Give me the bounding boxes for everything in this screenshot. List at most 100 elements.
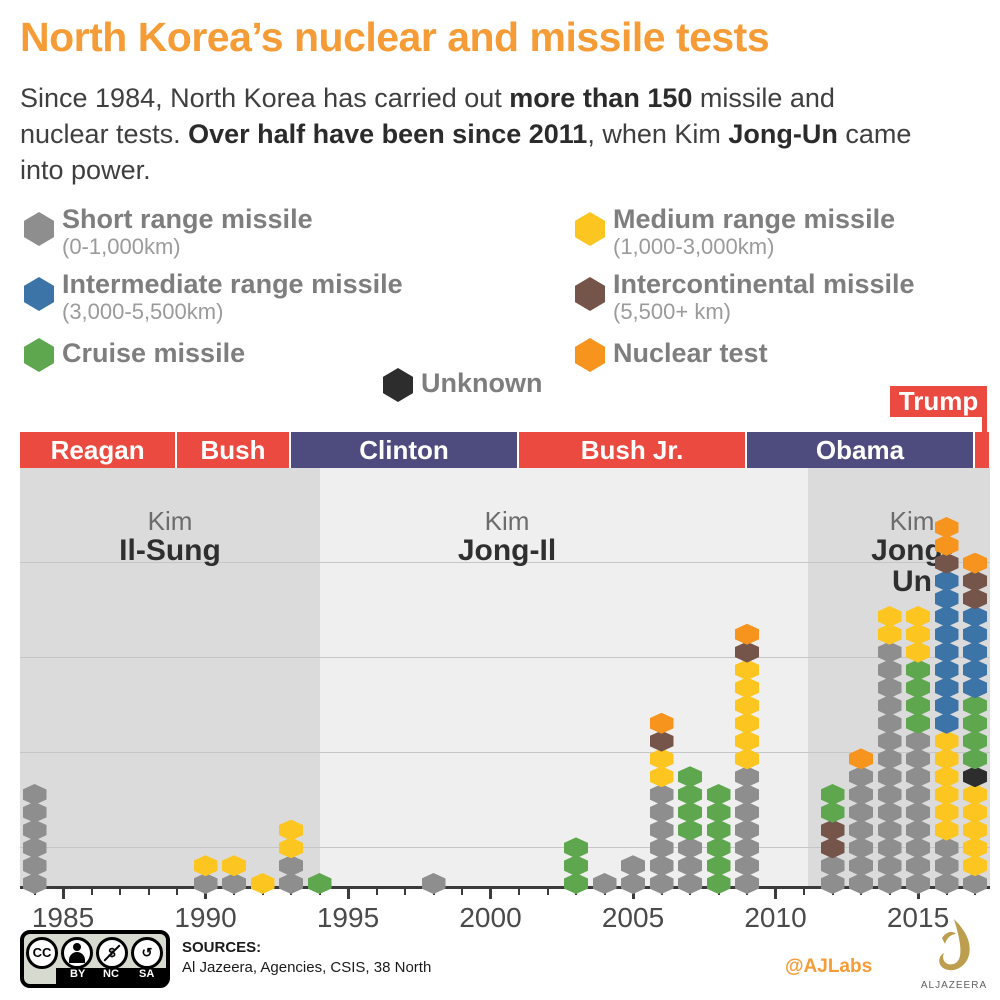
hex-short <box>279 855 303 877</box>
hex-medium <box>963 855 987 877</box>
hex-nuclear <box>649 712 674 734</box>
ajlabs-handle: @AJLabs <box>785 956 873 977</box>
test-column-2015 <box>906 606 930 894</box>
intro-bold-half: Over half have been since 2011 <box>188 119 588 149</box>
legend-item-intermediate: Intermediate range missile (3,000-5,500km… <box>62 269 403 325</box>
hex-short <box>193 872 218 894</box>
test-column-2009 <box>735 623 759 894</box>
hex-short <box>22 855 47 877</box>
hex-short <box>877 748 902 770</box>
intermediate-hexagon-icon <box>24 277 54 311</box>
legend-range: (1,000-3,000km) <box>613 234 775 259</box>
test-column-1991 <box>222 855 246 894</box>
axis-minor-tick <box>119 889 121 895</box>
hex-short <box>678 855 702 877</box>
hex-cruise <box>564 837 588 859</box>
test-column-1994 <box>307 873 332 894</box>
hex-cruise <box>820 801 845 823</box>
cc-by-icon <box>61 937 93 969</box>
test-column-2012 <box>820 784 845 894</box>
hex-medium <box>735 694 759 716</box>
hex-cruise <box>564 872 588 894</box>
unknown-hexagon-icon <box>383 368 413 402</box>
test-column-2008 <box>706 784 731 894</box>
hex-short <box>906 855 930 877</box>
hex-intermediate <box>934 570 959 592</box>
hex-intermediate <box>934 677 959 699</box>
hex-intermediate <box>963 677 987 699</box>
hex-medium <box>877 623 902 645</box>
hex-medium <box>649 766 674 788</box>
hex-medium <box>963 837 987 859</box>
cc-glyph: CC <box>32 945 52 960</box>
hex-short <box>735 819 759 841</box>
person-icon <box>73 943 81 951</box>
axis-year-label: 2000 <box>459 902 522 933</box>
hex-cruise <box>678 783 702 805</box>
short-hexagon-icon <box>24 212 54 246</box>
test-column-1984 <box>22 784 47 894</box>
hex-cruise <box>963 694 987 716</box>
cc-by-label: BY <box>70 968 86 980</box>
hex-short <box>877 677 902 699</box>
president-segment-bush-jr-: Bush Jr. <box>519 432 747 468</box>
era-label-il-sung: Kim Il-Sung <box>119 508 221 567</box>
hex-short <box>735 837 759 859</box>
hex-short <box>934 837 959 859</box>
test-column-2007 <box>678 766 702 894</box>
timeline-chart: Kim Il-Sung Kim Jong-Il Kim Jong-Un Reagan Bush… <box>20 432 991 933</box>
nuclear-hexagon-icon <box>575 338 605 372</box>
hex-short <box>820 873 845 894</box>
hex-cruise <box>906 695 930 716</box>
hex-cruise <box>906 677 930 699</box>
medium-hexagon-icon <box>575 212 605 246</box>
hex-short <box>849 766 873 788</box>
hex-short <box>735 872 759 894</box>
hex-intercontinental <box>735 641 759 663</box>
legend-range: (3,000-5,500km) <box>62 299 224 324</box>
sources-label: SOURCES: <box>182 939 262 956</box>
cruise-hexagon-icon <box>24 338 54 372</box>
legend-label: Short range missile <box>62 204 313 234</box>
legend-item-cruise: Cruise missile <box>62 338 245 368</box>
axis-minor-tick <box>518 889 520 895</box>
hex-short <box>906 801 930 823</box>
hex-short <box>421 873 446 894</box>
hex-medium <box>934 730 959 752</box>
axis-minor-tick <box>404 889 406 895</box>
hex-medium <box>735 712 759 734</box>
sources: SOURCES: Al Jazeera, Agencies, CSIS, 38 … <box>182 938 431 978</box>
intro-text: , when Kim <box>587 119 729 149</box>
trump-flag-stem <box>982 417 987 433</box>
hex-cruise <box>678 819 702 841</box>
hex-short <box>649 783 674 805</box>
hex-short <box>877 873 902 894</box>
axis-year-label: 2010 <box>744 902 807 933</box>
trump-flag: Trump <box>890 386 987 417</box>
hex-cruise <box>906 659 930 681</box>
hex-short <box>906 819 930 841</box>
hex-cruise <box>963 712 987 734</box>
era-label-jong-il: Kim Jong-Il <box>458 508 556 567</box>
hex-short <box>22 819 47 841</box>
hex-medium <box>649 748 674 770</box>
hex-intermediate <box>934 695 959 716</box>
hex-medium <box>279 819 303 841</box>
axis-minor-tick <box>546 889 549 895</box>
gridline <box>20 847 990 848</box>
axis-year-label: 1990 <box>174 902 237 933</box>
hex-short <box>877 819 902 841</box>
hex-short <box>906 837 930 859</box>
hex-intermediate <box>934 588 959 610</box>
hex-short <box>649 819 674 841</box>
hex-medium <box>735 748 759 770</box>
hex-medium <box>735 659 759 681</box>
aljazeera-logo: ALJAZEERA <box>912 918 996 991</box>
hex-short <box>678 872 702 894</box>
test-column-2003 <box>564 837 588 894</box>
hex-short <box>877 801 902 823</box>
hex-short <box>906 784 930 805</box>
hex-short <box>934 873 959 894</box>
hex-medium <box>250 873 275 894</box>
